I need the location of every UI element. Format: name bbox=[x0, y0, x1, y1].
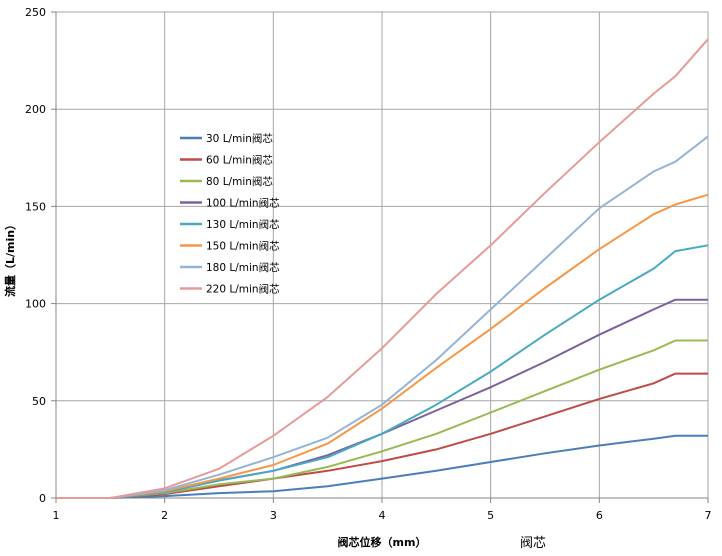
x-tick-label-5: 6 bbox=[596, 509, 603, 522]
x-tick-label-1: 2 bbox=[161, 509, 168, 522]
x-tick-label-0: 1 bbox=[53, 509, 60, 522]
legend-label-0: 30 L/min阀芯 bbox=[206, 132, 273, 145]
legend-label-6: 180 L/min阀芯 bbox=[206, 261, 280, 274]
legend-label-4: 130 L/min阀芯 bbox=[206, 218, 280, 231]
x-tick-label-2: 3 bbox=[270, 509, 277, 522]
legend-label-5: 150 L/min阀芯 bbox=[206, 240, 280, 253]
grid-lines bbox=[55, 11, 709, 499]
x-tick-label-3: 4 bbox=[379, 509, 386, 522]
legend-label-1: 60 L/min阀芯 bbox=[206, 154, 273, 167]
series-line-5 bbox=[56, 193, 709, 499]
y-tick-label-0: 0 bbox=[39, 492, 46, 505]
series-line-0 bbox=[56, 434, 708, 499]
series-line-4 bbox=[56, 244, 709, 499]
series-line-7 bbox=[56, 38, 709, 499]
legend: 30 L/min阀芯 60 L/min阀芯 80 L/min阀芯 100 L/min阀… bbox=[180, 132, 280, 296]
y-tick-label-4: 200 bbox=[25, 103, 46, 116]
legend-label-2: 80 L/min阀芯 bbox=[206, 175, 273, 188]
x-axis-ticks: 1 2 3 4 5 6 7 bbox=[53, 498, 712, 522]
legend-label-3: 100 L/min阀芯 bbox=[206, 197, 280, 210]
series-line-6 bbox=[56, 135, 709, 499]
series-line-1 bbox=[56, 372, 708, 499]
y-tick-label-1: 50 bbox=[32, 395, 46, 408]
series-line-2 bbox=[56, 339, 708, 499]
series-lines bbox=[56, 38, 709, 499]
y-axis-ticks: 0 50 100 150 200 250 bbox=[25, 6, 56, 505]
x-tick-label-4: 5 bbox=[487, 509, 494, 522]
x-tick-label-6: 7 bbox=[705, 509, 712, 522]
y-tick-label-5: 250 bbox=[25, 6, 46, 19]
legend-label-7: 220 L/min阀芯 bbox=[206, 283, 280, 296]
chart-caption: 阀芯 bbox=[520, 536, 546, 551]
y-axis-label: 流量（L/min） bbox=[3, 219, 17, 297]
x-axis-label: 阀芯位移（mm） bbox=[338, 535, 427, 549]
y-tick-label-3: 150 bbox=[25, 200, 46, 213]
y-tick-label-2: 100 bbox=[25, 298, 46, 311]
